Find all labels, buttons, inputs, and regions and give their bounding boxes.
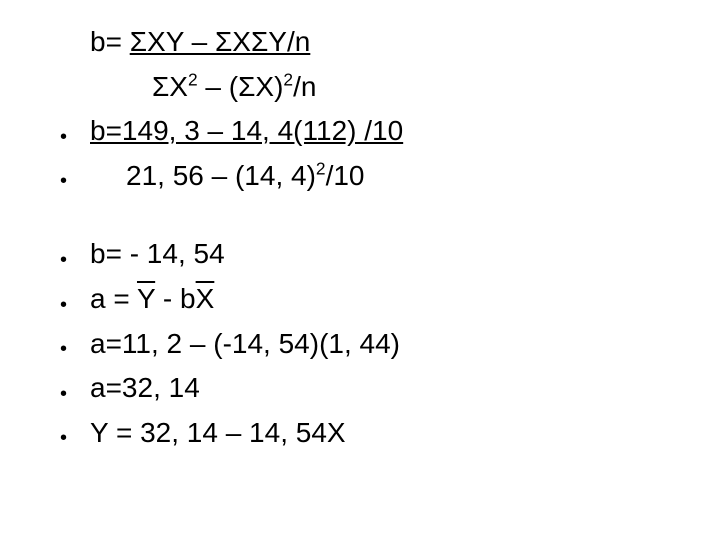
bullet-icon: • [60, 291, 67, 319]
line-4: • 21, 56 – (14, 4)2/10 [60, 156, 680, 197]
line-6-a: a = [90, 283, 137, 314]
line-2-sup2: 2 [283, 69, 293, 89]
line-8-content: a=32, 14 [90, 368, 680, 409]
line-3-text: b=149, 3 – 14, 4(112) /10 [90, 115, 403, 146]
bullet-col: • [60, 111, 90, 152]
line-5-content: b= - 14, 54 [90, 234, 680, 275]
line-1-content: b= ΣXY – ΣXΣY/n [90, 22, 680, 63]
line-4-a: 21, 56 – [126, 160, 235, 191]
line-9: • Y = 32, 14 – 14, 54X [60, 413, 680, 454]
bullet-icon: • [60, 335, 67, 363]
bullet-icon: • [60, 424, 67, 452]
line-1: b= ΣXY – ΣXΣY/n [60, 22, 680, 63]
line-9-text: Y = 32, 14 – 14, 54X [90, 417, 346, 448]
bullet-col: • [60, 234, 90, 275]
slide: b= ΣXY – ΣXΣY/n ΣX2 – (ΣX)2/n • b=149, 3… [0, 0, 720, 453]
line-2-c: (ΣX) [229, 71, 284, 102]
line-9-content: Y = 32, 14 – 14, 54X [90, 413, 680, 454]
line-2-d: /n [293, 71, 316, 102]
bullet-icon: • [60, 246, 67, 274]
bullet-col: • [60, 279, 90, 320]
bullet-col: • [60, 324, 90, 365]
line-8-text: a=32, 14 [90, 372, 200, 403]
line-6-b: - b [155, 283, 195, 314]
bullet-icon: • [60, 380, 67, 408]
bullet-col: • [60, 156, 90, 197]
line-1-fraction: ΣXY – ΣXΣY/n [130, 26, 311, 57]
line-3-content: b=149, 3 – 14, 4(112) /10 [90, 111, 680, 152]
line-8: • a=32, 14 [60, 368, 680, 409]
line-2: ΣX2 – (ΣX)2/n [60, 67, 680, 108]
bullet-col: • [60, 368, 90, 409]
line-2-sup1: 2 [188, 69, 198, 89]
line-7: • a=11, 2 – (-14, 54)(1, 44) [60, 324, 680, 365]
line-1-prefix: b= [90, 26, 130, 57]
line-4-sup: 2 [316, 158, 326, 178]
bullet-col: • [60, 413, 90, 454]
line-6-content: a = Y - bX [90, 279, 680, 320]
line-4-b: (14, 4) [235, 160, 316, 191]
line-4-content: 21, 56 – (14, 4)2/10 [90, 156, 680, 197]
bullet-icon: • [60, 167, 67, 195]
line-5: • b= - 14, 54 [60, 234, 680, 275]
spacer [60, 200, 680, 234]
line-6: • a = Y - bX [60, 279, 680, 320]
line-5-text: b= - 14, 54 [90, 238, 225, 269]
line-6-x-bar: X [196, 283, 215, 314]
line-7-text: a=11, 2 – (-14, 54)(1, 44) [90, 328, 400, 359]
line-2-b: – [198, 71, 229, 102]
line-4-c: /10 [326, 160, 365, 191]
line-7-content: a=11, 2 – (-14, 54)(1, 44) [90, 324, 680, 365]
line-2-a: ΣX [152, 71, 188, 102]
line-6-y-bar: Y [137, 283, 155, 314]
bullet-icon: • [60, 123, 67, 151]
line-2-content: ΣX2 – (ΣX)2/n [90, 67, 680, 108]
line-3: • b=149, 3 – 14, 4(112) /10 [60, 111, 680, 152]
